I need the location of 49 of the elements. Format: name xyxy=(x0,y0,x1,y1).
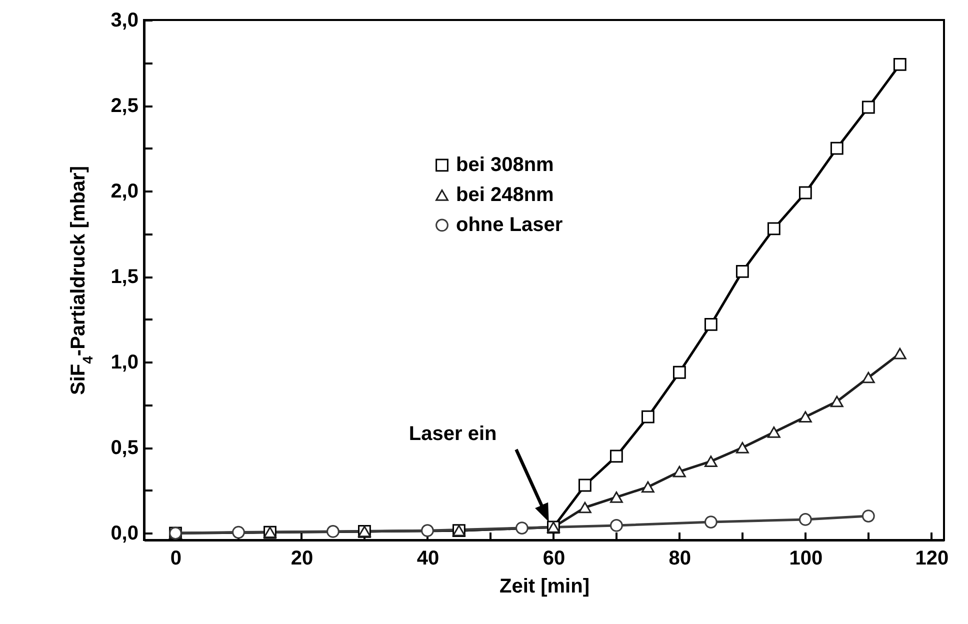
point xyxy=(641,410,654,424)
point xyxy=(767,426,780,438)
x-tick-label: 60 xyxy=(542,548,566,570)
y-tick-label: 3,0 xyxy=(110,10,138,32)
point xyxy=(641,481,654,493)
x-tick-label: 80 xyxy=(668,548,692,570)
legend-label: bei 248nm xyxy=(456,184,554,206)
x-tick-label: 100 xyxy=(789,548,823,570)
point xyxy=(326,525,340,538)
point xyxy=(736,442,749,454)
annotation: Laser ein xyxy=(408,422,497,445)
point xyxy=(516,522,528,534)
point xyxy=(578,502,592,514)
point xyxy=(610,450,623,463)
point xyxy=(830,396,844,408)
x-tick-label: 20 xyxy=(290,548,314,570)
point xyxy=(767,222,780,236)
point xyxy=(736,264,749,278)
x-tick-label: 0 xyxy=(170,548,182,570)
y-tick-label: 2,0 xyxy=(110,180,138,203)
y-tick-label: 0,5 xyxy=(110,437,138,460)
point xyxy=(798,513,812,526)
y-tick-label: 0,0 xyxy=(110,522,138,545)
legend-label: bei 308nm xyxy=(456,154,554,176)
y-tick-label: 1,0 xyxy=(110,352,138,374)
legend-label: ohne Laser xyxy=(456,214,563,236)
point xyxy=(704,516,718,528)
point xyxy=(830,142,844,155)
point xyxy=(672,366,686,379)
point xyxy=(704,456,718,468)
point xyxy=(704,318,718,331)
y-tick-label: 1,5 xyxy=(110,266,138,288)
x-tick-label: 120 xyxy=(915,548,949,570)
x-tick-label: 40 xyxy=(416,548,440,570)
point xyxy=(862,372,875,384)
point xyxy=(232,526,245,539)
point xyxy=(798,411,812,423)
point xyxy=(610,519,623,532)
point xyxy=(862,100,875,114)
point xyxy=(893,348,906,360)
y-tick-label: 2,5 xyxy=(110,95,138,118)
point xyxy=(610,492,623,503)
x-axis-title: Zeit [min] xyxy=(500,576,590,598)
point xyxy=(578,478,592,492)
point xyxy=(893,58,906,71)
point xyxy=(862,510,875,522)
point xyxy=(421,524,434,538)
point xyxy=(798,186,812,200)
point xyxy=(672,466,686,478)
